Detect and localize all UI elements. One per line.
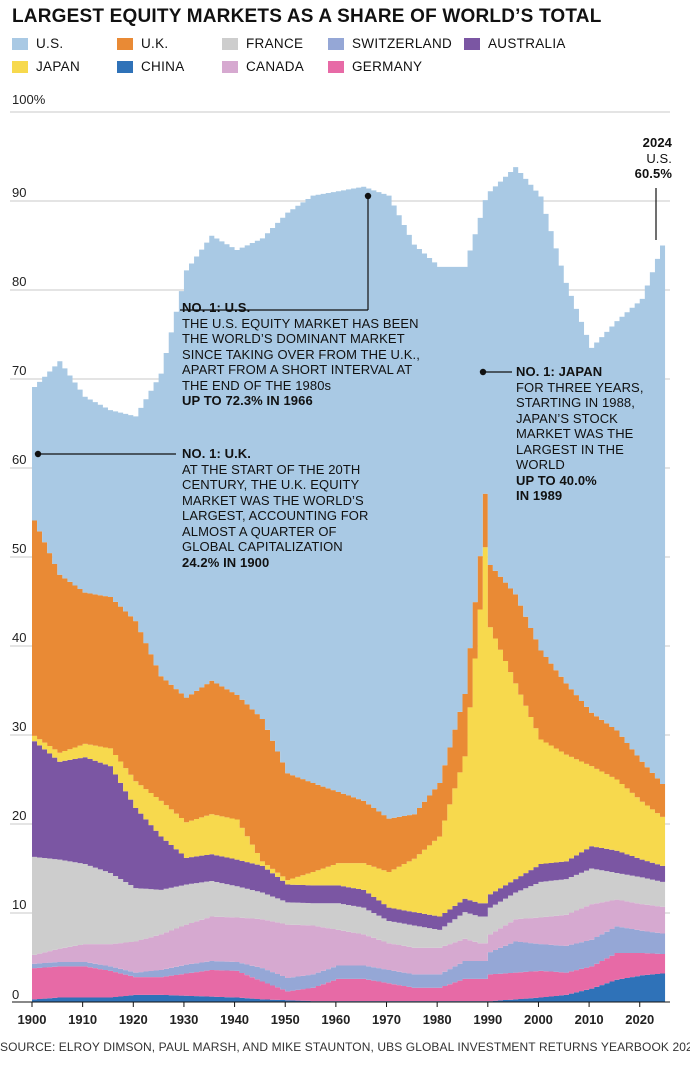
- x-tick-2020: 2020: [625, 1012, 654, 1027]
- annotation-japan-peak: UP TO 40.0% IN 1989: [516, 472, 597, 504]
- annotation-us: NO. 1: U.S. THE U.S. EQUITY MARKET HAS B…: [182, 300, 422, 409]
- annotation-us-body: THE U.S. EQUITY MARKET HAS BEEN THE WORL…: [182, 315, 420, 393]
- legend-item-australia: AUSTRALIA: [464, 36, 566, 51]
- legend-swatch-canada: [222, 60, 238, 73]
- legend-item-u-k: U.K.: [117, 36, 168, 51]
- annotation-uk: NO. 1: U.K. AT THE START OF THE 20TH CEN…: [182, 446, 402, 570]
- y-axis-unit-label: 100%: [12, 92, 46, 107]
- x-tick-1930: 1930: [169, 1012, 198, 1027]
- y-tick-40: 40: [12, 630, 26, 645]
- annotation-latest-year: 2024: [642, 135, 672, 150]
- x-tick-1990: 1990: [473, 1012, 502, 1027]
- area-canada: [32, 899, 666, 978]
- x-tick-1900: 1900: [18, 1012, 47, 1027]
- y-tick-70: 70: [12, 363, 26, 378]
- annotation-us-head: NO. 1: U.S.: [182, 300, 251, 315]
- annotation-uk-body: AT THE START OF THE 20TH CENTURY, THE U.…: [182, 461, 369, 555]
- legend-swatch-china: [117, 60, 133, 73]
- y-tick-10: 10: [12, 897, 26, 912]
- legend-label-u-k: U.K.: [141, 36, 169, 51]
- legend-item-japan: JAPAN: [12, 59, 80, 74]
- legend-swatch-switzerland: [328, 37, 344, 50]
- area-japan: [32, 547, 666, 917]
- legend-label-u-s: U.S.: [36, 36, 64, 51]
- y-tick-0: 0: [12, 987, 19, 1002]
- legend-label-switzerland: SWITZERLAND: [352, 36, 453, 51]
- y-tick-80: 80: [12, 274, 26, 289]
- area-france: [32, 856, 666, 955]
- annotation-latest: 2024 U.S. 60.5%: [600, 135, 672, 182]
- legend-item-germany: GERMANY: [328, 59, 422, 74]
- stacked-areas: [32, 167, 666, 1002]
- area-australia: [32, 741, 666, 930]
- y-tick-20: 20: [12, 808, 26, 823]
- legend: U.S. U.K. FRANCE SWITZERLAND AUSTRALIA JAPAN C…: [12, 36, 682, 82]
- legend-label-australia: AUSTRALIA: [488, 36, 566, 51]
- y-tick-30: 30: [12, 719, 26, 734]
- area-u-k: [32, 493, 666, 881]
- annotation-latest-value: 60.5%: [634, 166, 672, 181]
- uk-leader-dot: [34, 450, 42, 458]
- area-switzerland: [32, 926, 666, 992]
- legend-item-switzerland: SWITZERLAND: [328, 36, 452, 51]
- annotation-uk-peak: 24.2% IN 1900: [182, 554, 270, 570]
- x-tick-1980: 1980: [423, 1012, 452, 1027]
- x-tick-2000: 2000: [524, 1012, 553, 1027]
- x-tick-1920: 1920: [119, 1012, 148, 1027]
- x-tick-1970: 1970: [372, 1012, 401, 1027]
- area-germany: [32, 953, 666, 1002]
- annotation-uk-head: NO. 1: U.K.: [182, 446, 251, 461]
- x-tick-1950: 1950: [271, 1012, 300, 1027]
- legend-swatch-u-k: [117, 37, 133, 50]
- annotation-latest-country: U.S.: [646, 150, 672, 166]
- legend-item-canada: CANADA: [222, 59, 304, 74]
- x-tick-2010: 2010: [575, 1012, 604, 1027]
- legend-swatch-japan: [12, 60, 28, 73]
- legend-label-france: FRANCE: [246, 36, 304, 51]
- area-china: [32, 973, 666, 1002]
- legend-item-u-s: U.S.: [12, 36, 63, 51]
- y-tick-60: 60: [12, 452, 26, 467]
- legend-swatch-australia: [464, 37, 480, 50]
- axes: 100% 0 10 20 30 40 50 60 70 80 90 1900 1910 1920 1930 1…: [12, 92, 670, 1027]
- japan-leader-dot: [479, 368, 487, 376]
- chart-title: LARGEST EQUITY MARKETS AS A SHARE OF WOR…: [12, 6, 602, 27]
- legend-swatch-germany: [328, 60, 344, 73]
- annotation-japan: NO. 1: JAPAN FOR THREE YEARS, STARTING I…: [516, 364, 666, 504]
- annotation-japan-head: NO. 1: JAPAN: [516, 364, 603, 379]
- legend-item-france: FRANCE: [222, 36, 303, 51]
- us-leader-dot: [364, 192, 372, 200]
- legend-swatch-u-s: [12, 37, 28, 50]
- legend-item-china: CHINA: [117, 59, 185, 74]
- source-note: SOURCE: ELROY DIMSON, PAUL MARSH, AND MI…: [0, 1040, 690, 1054]
- annotation-japan-body: FOR THREE YEARS, STARTING IN 1988, JAPAN…: [516, 379, 644, 473]
- y-tick-90: 90: [12, 185, 26, 200]
- legend-label-japan: JAPAN: [36, 59, 81, 74]
- x-tick-1960: 1960: [321, 1012, 350, 1027]
- y-tick-50: 50: [12, 541, 26, 556]
- legend-swatch-france: [222, 37, 238, 50]
- legend-label-canada: CANADA: [246, 59, 305, 74]
- annotation-leaders: [34, 188, 657, 458]
- area-u-s: [32, 167, 666, 819]
- x-tick-1940: 1940: [220, 1012, 249, 1027]
- legend-label-china: CHINA: [141, 59, 185, 74]
- legend-label-germany: GERMANY: [352, 59, 423, 74]
- x-tick-1910: 1910: [68, 1012, 97, 1027]
- annotation-us-peak: UP TO 72.3% IN 1966: [182, 393, 313, 408]
